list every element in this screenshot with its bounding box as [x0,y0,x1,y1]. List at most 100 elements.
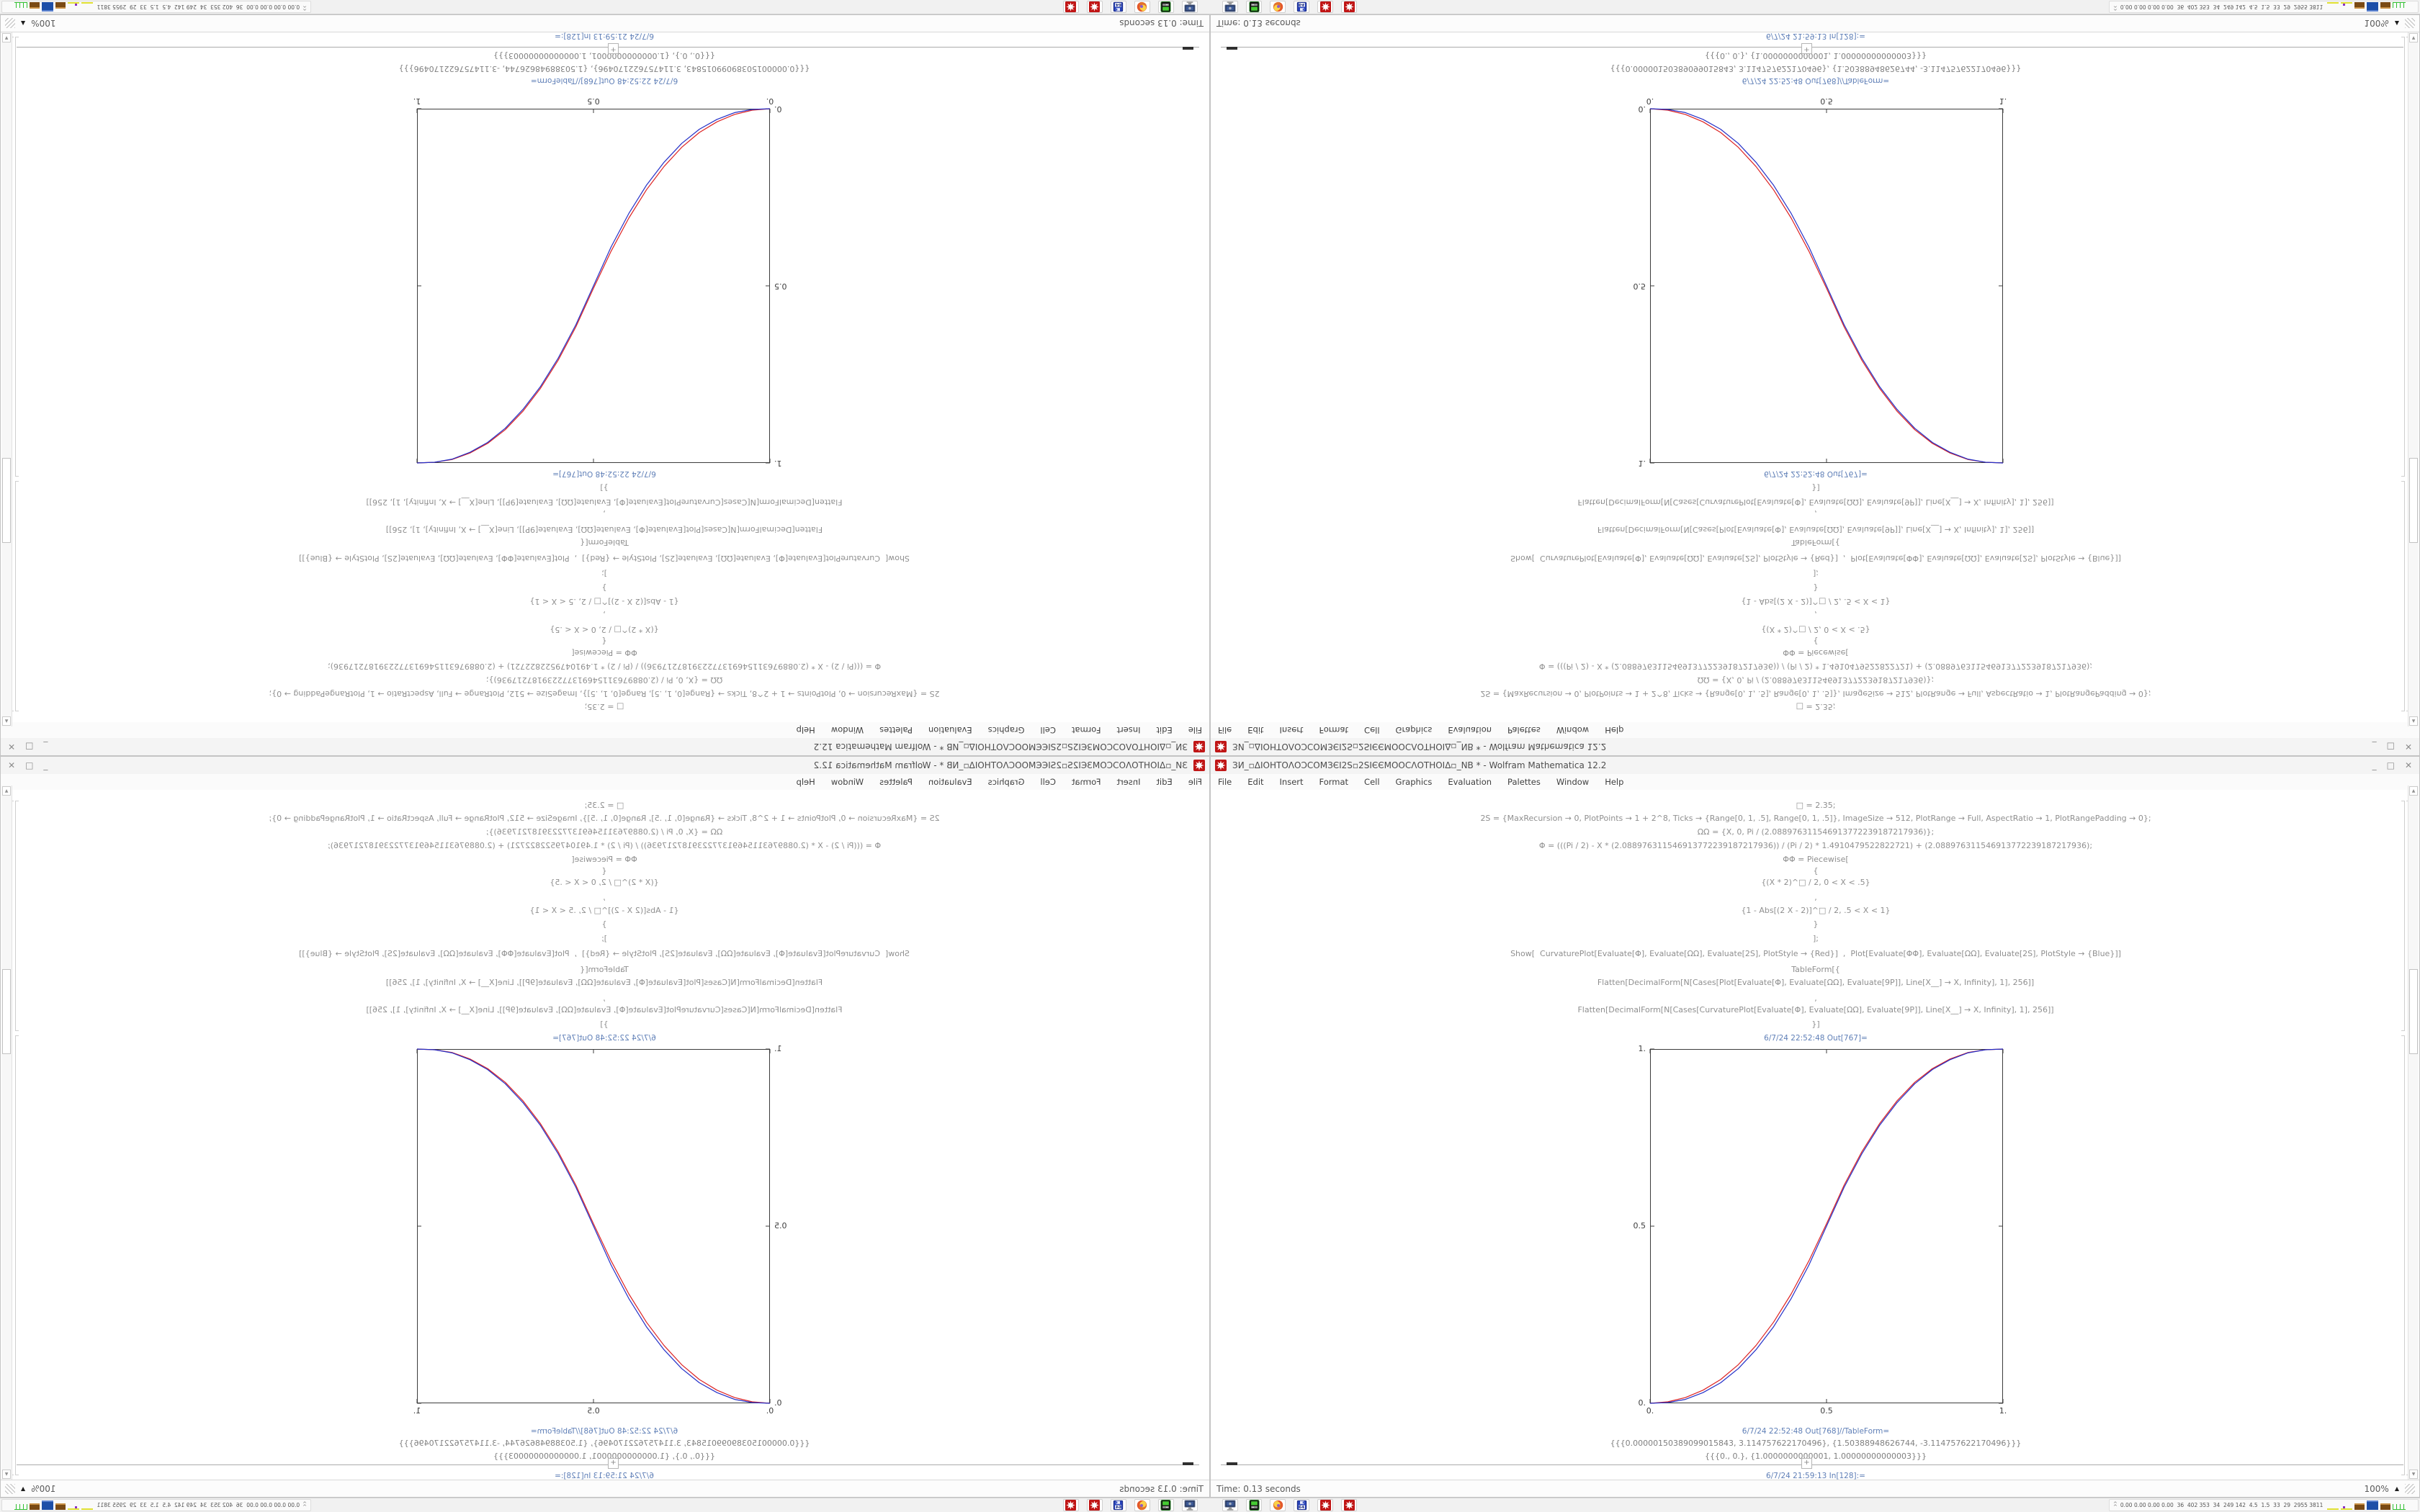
zoom-level[interactable]: 100% [31,18,56,29]
menu-insert[interactable]: Insert [1116,725,1141,735]
tray-expand-icon[interactable]: ^ ^ [302,1500,307,1510]
new-cell-plus-button[interactable]: + [608,1458,619,1469]
input-code-line[interactable]: ΩΩ = {X, 0, Pi / (2.08897631154691377223… [485,675,723,685]
taskbar-terminal-icon[interactable] [1246,1,1262,13]
tableform-row[interactable]: {{{0.00000150389099015843, 3.11475762217… [398,1439,810,1448]
menu-graphics[interactable]: Graphics [1395,725,1433,735]
zoom-dropdown-icon[interactable]: ▲ [21,1485,26,1492]
resize-grip[interactable] [5,1483,15,1494]
taskbar-computer-icon[interactable] [1182,1,1198,13]
input-code-line[interactable]: Φ = (((Pi / 2) - X * (2.0889763115469137… [327,662,882,671]
menu-graphics[interactable]: Graphics [987,777,1025,787]
notebook-content[interactable]: □ = 2.35; 2S = {MaxRecursion → 0, PlotPoi… [1,790,1209,1480]
scrollbar-thumb[interactable] [2409,458,2418,543]
menu-edit[interactable]: Edit [1156,777,1173,787]
taskbar-mathematica-icon[interactable] [1317,1,1333,13]
taskbar-floppy-64-icon[interactable]: 64 [1294,1,1309,13]
menu-insert[interactable]: Insert [1279,777,1304,787]
input-code-line[interactable]: Flatten[DecimalForm[N[Cases[CurvaturePlo… [1577,1005,2054,1014]
input-code-line[interactable]: Flatten[DecimalForm[N[Cases[Plot[Evaluat… [1597,978,2035,987]
vertical-scrollbar[interactable] [1,786,12,1480]
input-code-line[interactable]: } [1813,919,1819,929]
input-code-line[interactable]: , [1814,994,1817,1003]
input-code-line[interactable]: ΩΩ = {X, 0, Pi / (2.08897631154691377223… [1697,675,1935,685]
input-code-line[interactable]: □ = 2.35; [1796,702,1836,711]
menu-format[interactable]: Format [1071,777,1101,787]
taskbar-floppy-64-icon[interactable]: 64 [1111,1499,1126,1511]
input-code-line[interactable]: {1 - Abs[(2 X - 2)]^□ / 2, .5 < X < 1} [529,906,679,915]
input-code-line[interactable]: ΩΩ = {X, 0, Pi / (2.08897631154691377223… [1697,827,1935,837]
tray-expand-icon[interactable]: ^ ^ [2113,2,2118,12]
menu-window[interactable]: Window [1556,777,1590,787]
input-code-line[interactable]: □ = 2.35; [1796,801,1836,810]
menu-file[interactable]: File [1218,725,1232,735]
taskbar-mathematica-icon[interactable] [1063,1499,1079,1511]
input-code-line[interactable]: TableForm[{ [580,965,629,974]
input-cell-bracket[interactable] [15,481,19,711]
taskbar-mathematica-icon[interactable] [1341,1,1357,13]
close-button[interactable]: ✕ [2404,760,2412,770]
menu-format[interactable]: Format [1319,725,1349,735]
menu-edit[interactable]: Edit [1156,725,1173,735]
input-code-line[interactable]: }] [1811,1020,1820,1029]
input-code-line[interactable]: TableForm[{ [580,538,629,547]
scrollbar-up-arrow-icon[interactable]: ▲ [2409,716,2418,726]
vertical-scrollbar[interactable] [2408,786,2419,1480]
output-cell-bracket[interactable] [2401,37,2405,477]
taskbar-computer-icon[interactable] [1182,1499,1198,1511]
title-bar[interactable]: ЗИ_▫ΔΙΟΗΤΟΛΟƆCOMЗЄΙ2S▫2SΙЄЄMOOCΛΟΤΗΟΙΔ▫_… [1211,737,2419,755]
scrollbar-down-arrow-icon[interactable]: ▼ [2,33,11,42]
input-code-line[interactable]: Flatten[DecimalForm[N[Cases[CurvaturePlo… [366,498,843,507]
input-code-line[interactable]: ]; [1813,569,1819,578]
zoom-level[interactable]: 100% [2364,18,2389,29]
new-cell-plus-button[interactable]: + [1801,1458,1812,1469]
input-code-line[interactable]: TableForm[{ [1791,965,1840,974]
input-code-line[interactable]: ]; [601,934,607,943]
vertical-scrollbar[interactable] [1,32,12,726]
input-code-line[interactable]: 2S = {MaxRecursion → 0, PlotPoints → 1 +… [1480,814,2151,823]
taskbar-firefox-icon[interactable] [1134,1499,1150,1511]
scrollbar-down-arrow-icon[interactable]: ▼ [2409,1470,2418,1479]
input-code-line[interactable]: ]; [1813,934,1819,943]
input-code-line[interactable]: ΦΦ = Piecewise[ [1783,648,1849,657]
input-code-line[interactable]: }] [600,483,609,492]
scrollbar-thumb[interactable] [2,969,11,1054]
input-code-line[interactable]: {(X * 2)^□ / 2, 0 < X < .5} [550,625,659,634]
taskbar-terminal-icon[interactable] [1158,1499,1174,1511]
input-code-line[interactable]: TableForm[{ [1791,538,1840,547]
scrollbar-down-arrow-icon[interactable]: ▼ [2409,33,2418,42]
scrollbar-up-arrow-icon[interactable]: ▲ [2,786,11,796]
maximize-button[interactable]: □ [2386,742,2395,752]
input-code-line[interactable]: { [601,866,607,876]
tableform-row[interactable]: {{{0., 0.}, {1.0000000000001, 1.00000000… [493,1452,715,1461]
taskbar-mathematica-icon[interactable] [1087,1499,1103,1511]
menu-palettes[interactable]: Palettes [879,725,913,735]
close-button[interactable]: ✕ [8,742,16,752]
menu-cell[interactable]: Cell [1364,777,1380,787]
input-code-line[interactable]: { [601,636,607,646]
output-plot[interactable]: 0. 0.5 1. 0. 0.5 1. [1634,1044,2007,1416]
taskbar-mathematica-icon[interactable] [1087,1,1103,13]
input-code-line[interactable]: Flatten[DecimalForm[N[Cases[Plot[Evaluat… [385,978,823,987]
menu-evaluation[interactable]: Evaluation [1448,725,1492,735]
scrollbar-up-arrow-icon[interactable]: ▲ [2,716,11,726]
input-cell-bracket[interactable] [2401,481,2405,711]
input-code-line[interactable]: Flatten[DecimalForm[N[Cases[Plot[Evaluat… [1597,525,2035,534]
menu-graphics[interactable]: Graphics [987,725,1025,735]
scrollbar-thumb[interactable] [2,458,11,543]
title-bar[interactable]: ЗИ_▫ΔΙΟΗΤΟΛΟƆCOMЗЄΙ2S▫2SΙЄЄMOOCΛΟΤΗΟΙΔ▫_… [1211,757,2419,775]
menu-help[interactable]: Help [796,777,815,787]
menu-window[interactable]: Window [1556,725,1590,735]
output-cell-bracket[interactable] [15,1035,19,1475]
input-code-line[interactable]: ΩΩ = {X, 0, Pi / (2.08897631154691377223… [485,827,723,837]
taskbar-firefox-icon[interactable] [1134,1,1150,13]
input-code-line[interactable]: Show[ CurvaturePlot[Evaluate[Φ], Evaluat… [299,949,910,958]
menu-window[interactable]: Window [830,725,864,735]
input-code-line[interactable]: 2S = {MaxRecursion → 0, PlotPoints → 1 +… [269,814,940,823]
menu-insert[interactable]: Insert [1116,777,1141,787]
output-plot[interactable]: 0. 0.5 1. 0. 0.5 1. [1634,96,2007,468]
taskbar-floppy-64-icon[interactable]: 64 [1111,1,1126,13]
menu-help[interactable]: Help [1605,725,1624,735]
minimize-button[interactable]: _ [2372,742,2377,752]
input-code-line[interactable]: , [1814,893,1817,902]
